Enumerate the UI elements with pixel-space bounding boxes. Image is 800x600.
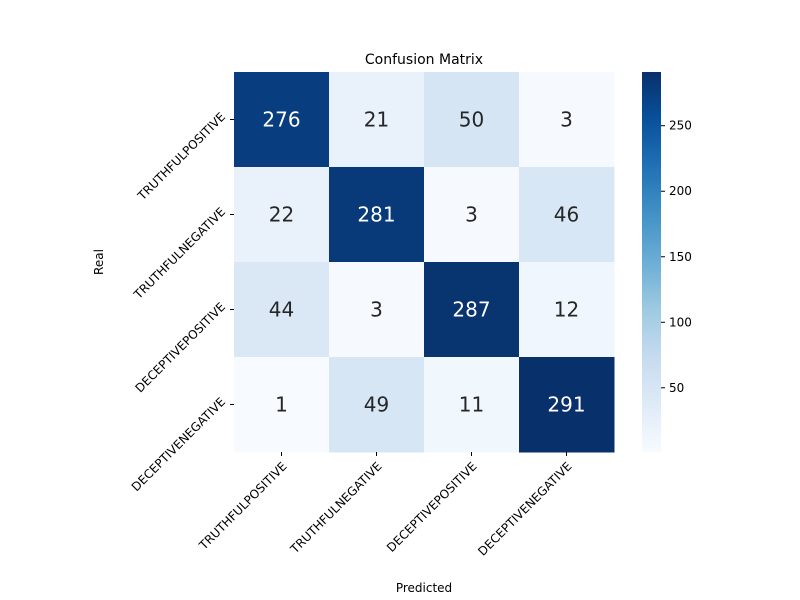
x-tick-label: TRUTHFULPOSITIVE [196,459,290,553]
chart-title: Confusion Matrix [365,52,483,68]
y-tick-label: DECEPTIVENEGATIVE [129,395,228,494]
cell-value-label: 281 [357,203,395,227]
colorbar-tick-label: 250 [669,119,692,133]
x-tick-label: DECEPTIVENEGATIVE [475,459,574,558]
cell-value-label: 21 [364,108,389,132]
cell-value-label: 3 [560,108,573,132]
cell-value-label: 3 [370,298,383,322]
heatmap-cell [329,357,425,453]
cell-value-label: 12 [554,298,579,322]
colorbar-tick-label: 100 [669,315,692,329]
cell-annotations: 276 21 50 3 22 281 3 46 44 3 287 12 1 49 11 291 [262,108,585,417]
y-tick-label: DECEPTIVEPOSITIVE [133,300,229,396]
y-tick-label: TRUTHFULPOSITIVE [134,110,228,204]
colorbar-gradient [642,72,661,452]
cell-value-label: 11 [459,393,484,417]
heatmap-cell [329,262,425,358]
heatmap-cells [234,72,615,453]
x-tick-label: TRUTHFULNEGATIVE [287,459,385,557]
heatmap-cell [329,167,425,263]
y-tick-label: TRUTHFULNEGATIVE [131,205,229,303]
heatmap-cell [424,357,520,453]
cell-value-label: 1 [275,393,288,417]
colorbar-tick-label: 50 [669,381,684,395]
cell-value-label: 291 [547,393,585,417]
heatmap-cell [424,262,520,358]
cell-value-label: 287 [452,298,490,322]
heatmap-cell [519,262,615,358]
heatmap-cell [519,167,615,263]
cell-value-label: 46 [554,203,579,227]
x-tick-label: DECEPTIVEPOSITIVE [384,459,480,555]
heatmap-cell [329,72,425,168]
heatmap-cell [519,72,615,168]
heatmap-cell [519,357,615,453]
cell-value-label: 50 [459,108,484,132]
colorbar: 50 100 150 200 250 [642,72,692,452]
heatmap-cell [234,72,330,168]
heatmap-cell [234,357,330,453]
cell-value-label: 3 [465,203,478,227]
heatmap-cell [424,167,520,263]
cell-value-label: 22 [269,203,294,227]
heatmap-cell [234,167,330,263]
heatmap-cell [234,262,330,358]
y-axis: TRUTHFULPOSITIVETRUTHFULNEGATIVEDECEPTIV… [129,110,234,494]
heatmap-cell [424,72,520,168]
x-axis-label: Predicted [396,581,452,595]
y-axis-label: Real [92,249,106,275]
cell-value-label: 44 [269,298,294,322]
colorbar-tick-label: 200 [669,184,692,198]
cell-value-label: 49 [364,393,389,417]
colorbar-tick-label: 150 [669,250,692,264]
cell-value-label: 276 [262,108,300,132]
